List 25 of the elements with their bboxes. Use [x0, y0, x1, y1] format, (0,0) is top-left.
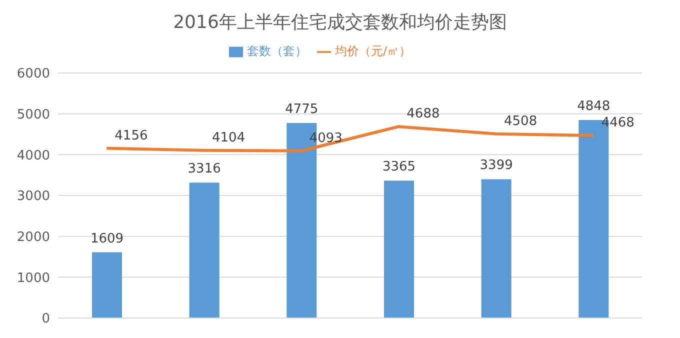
y-tick-label: 2000 — [16, 230, 50, 245]
y-tick-label: 4000 — [16, 148, 50, 164]
data-label: 3365 — [382, 160, 416, 175]
legend-label: 套数（套） — [246, 44, 307, 58]
y-tick-label: 3000 — [16, 189, 50, 204]
data-label: 4848 — [577, 99, 610, 114]
bar — [384, 180, 414, 318]
data-label: 1609 — [90, 231, 124, 246]
data-label: 3399 — [480, 158, 513, 174]
data-label: 4688 — [406, 106, 440, 122]
y-tick-label: 5000 — [16, 107, 50, 122]
chart-title: 2016年上半年住宅成交套数和均价走势图 — [172, 11, 508, 35]
y-tick-label: 0 — [42, 312, 50, 327]
legend-label: 均价（元/㎡） — [334, 44, 412, 58]
data-label: 4104 — [212, 130, 246, 146]
y-tick-label: 6000 — [16, 66, 50, 82]
data-label: 3316 — [188, 162, 221, 177]
bar — [189, 182, 220, 318]
line-series — [105, 125, 595, 152]
data-label: 4508 — [504, 114, 538, 129]
y-tick-label: 1000 — [16, 270, 50, 286]
bar — [92, 252, 122, 318]
data-label: 4775 — [285, 102, 318, 118]
bar — [481, 179, 512, 318]
data-label: 4156 — [114, 128, 148, 144]
